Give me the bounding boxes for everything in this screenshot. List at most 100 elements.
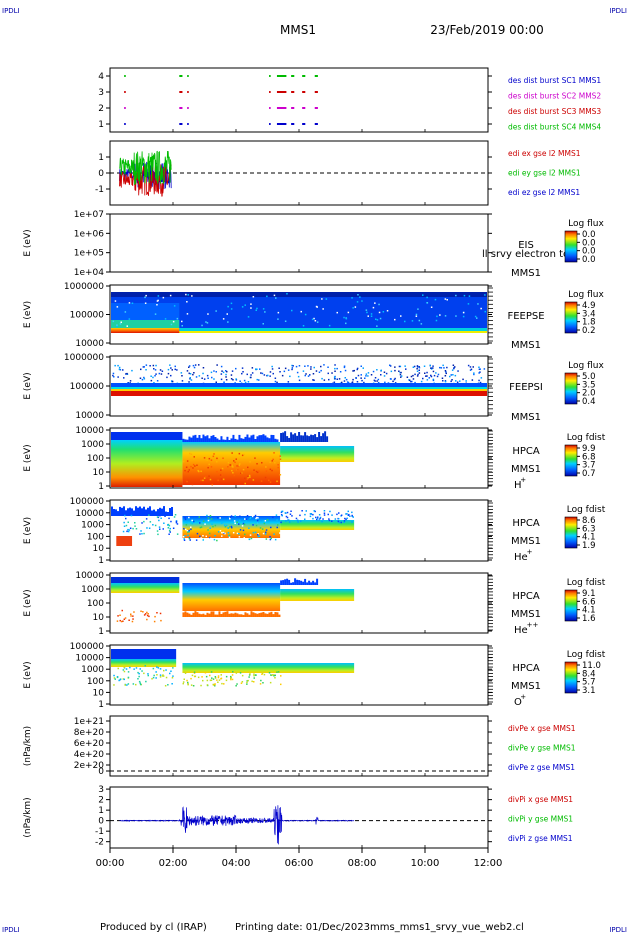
- spacecraft-label: MMS1: [511, 609, 541, 620]
- he-late-speckle: [331, 520, 333, 522]
- he-late-speckle: [310, 513, 313, 515]
- feepsi-speckle: [394, 366, 396, 368]
- h-texture: [231, 452, 233, 454]
- legend-entry: divPe z gse MMS1: [508, 763, 575, 772]
- hepp-mid-low: [218, 611, 221, 617]
- feepse-speckle: [112, 320, 115, 323]
- o-early-speckle: [162, 675, 165, 677]
- feepsi-speckle: [232, 379, 234, 381]
- he-mid-speckle: [265, 531, 267, 534]
- feepse-speckle: [422, 294, 424, 296]
- he-mid-speckle: [202, 520, 205, 522]
- h-texture: [186, 460, 189, 462]
- feepsi-speckle: [154, 369, 157, 371]
- feepsi-speckle: [399, 365, 402, 368]
- he-mid-speckle: [184, 517, 186, 519]
- o-mid-speckle: [213, 683, 216, 686]
- feepsi-speckle: [150, 375, 152, 377]
- feepsi-speckle: [180, 372, 183, 374]
- feepsi-speckle: [376, 380, 378, 382]
- feepsi-speckle: [374, 380, 376, 382]
- feepsi-speckle: [239, 380, 241, 382]
- colorbar-tick-label: 3.4: [582, 309, 596, 319]
- feepsi-speckle: [478, 379, 480, 382]
- h-texture: [247, 466, 249, 469]
- feepsi-speckle: [383, 375, 386, 377]
- h-late-top: [320, 436, 323, 442]
- h-high-mid: [182, 438, 185, 442]
- hepp-mid-low: [276, 612, 279, 617]
- feepse-speckle: [378, 311, 381, 314]
- he-mid-speckle: [211, 523, 213, 526]
- he-mid-speckle: [185, 524, 188, 526]
- divpi-series-z: [119, 805, 355, 845]
- h-texture: [192, 467, 194, 469]
- feepsi-speckle: [420, 380, 423, 383]
- he-early-speckle: [164, 515, 166, 517]
- he-early-top: [153, 509, 155, 516]
- instrument-label: HPCA: [512, 591, 540, 602]
- feepse-speckle: [313, 317, 315, 320]
- header: IPDLI IPDLI IPDLI IPDLI MMS1 23/Feb/2019 00:0…: [2, 7, 627, 934]
- o-early-speckle: [162, 674, 164, 676]
- h-texture: [208, 475, 210, 477]
- corner-label: IPDLI: [609, 926, 627, 934]
- o-early-speckle: [153, 674, 155, 677]
- h-late-top: [282, 432, 285, 442]
- feepse-speckle: [241, 306, 244, 308]
- he-early-top: [131, 508, 133, 516]
- feepsi-speckle: [472, 366, 474, 368]
- feepsi-speckle: [341, 381, 343, 384]
- he-late-speckle: [286, 511, 289, 514]
- h-high-mid: [232, 434, 235, 442]
- feepsi-speckle: [125, 373, 127, 375]
- feepse-speckle: [169, 294, 172, 297]
- he-late-speckle: [285, 520, 287, 522]
- y-axis-label: E (eV): [23, 589, 33, 616]
- feepsi-speckle: [473, 373, 475, 376]
- he-mid-speckle: [229, 526, 231, 528]
- hepp-late-top: [308, 580, 311, 585]
- he-early-speckle: [141, 522, 143, 524]
- feepsi-speckle: [469, 366, 472, 368]
- he-mid-speckle: [186, 522, 188, 524]
- h-texture: [216, 471, 218, 473]
- h-high-mid: [274, 438, 277, 442]
- o-early-speckle: [164, 685, 167, 687]
- hepp-mid-low: [260, 612, 263, 617]
- he-mid-speckle: [277, 524, 279, 526]
- o-mid-speckle: [260, 679, 262, 682]
- hepp-late-top: [310, 582, 313, 585]
- feepsi-speckle: [418, 372, 421, 374]
- feepsi-speckle: [123, 377, 125, 379]
- feepsi-speckle: [380, 369, 382, 372]
- feepsi-speckle: [259, 368, 261, 370]
- feepsi-speckle: [215, 371, 217, 373]
- y-tick-label: 10: [93, 544, 105, 554]
- h-texture: [212, 455, 215, 458]
- o-early-speckle: [159, 674, 162, 676]
- feepsi-speckle: [480, 377, 483, 379]
- feepse-speckle: [226, 313, 228, 315]
- hepp-early-red: [156, 612, 158, 614]
- feepsi-speckle: [410, 375, 413, 378]
- feepse-speckle: [304, 313, 307, 316]
- feepse-speckle: [277, 311, 280, 314]
- feepsi-speckle: [373, 379, 376, 382]
- feepsi-speckle: [365, 373, 368, 375]
- feepse-speckle: [394, 318, 396, 321]
- he-late-speckle: [289, 513, 292, 515]
- colorbar-tick-label: 0.7: [582, 469, 596, 479]
- h-texture: [213, 453, 215, 455]
- h-high-mid: [196, 437, 199, 442]
- corner-label: IPDLI: [609, 7, 627, 15]
- feepsi-speckle: [416, 368, 418, 370]
- hepp-mid-low: [182, 612, 185, 617]
- feepsi-speckle: [271, 368, 274, 370]
- feepse-speckle: [300, 310, 302, 313]
- colorbar: [564, 589, 578, 622]
- feepsi-speckle: [360, 374, 362, 376]
- he-early-top: [141, 508, 143, 516]
- he-mid-speckle: [228, 534, 231, 537]
